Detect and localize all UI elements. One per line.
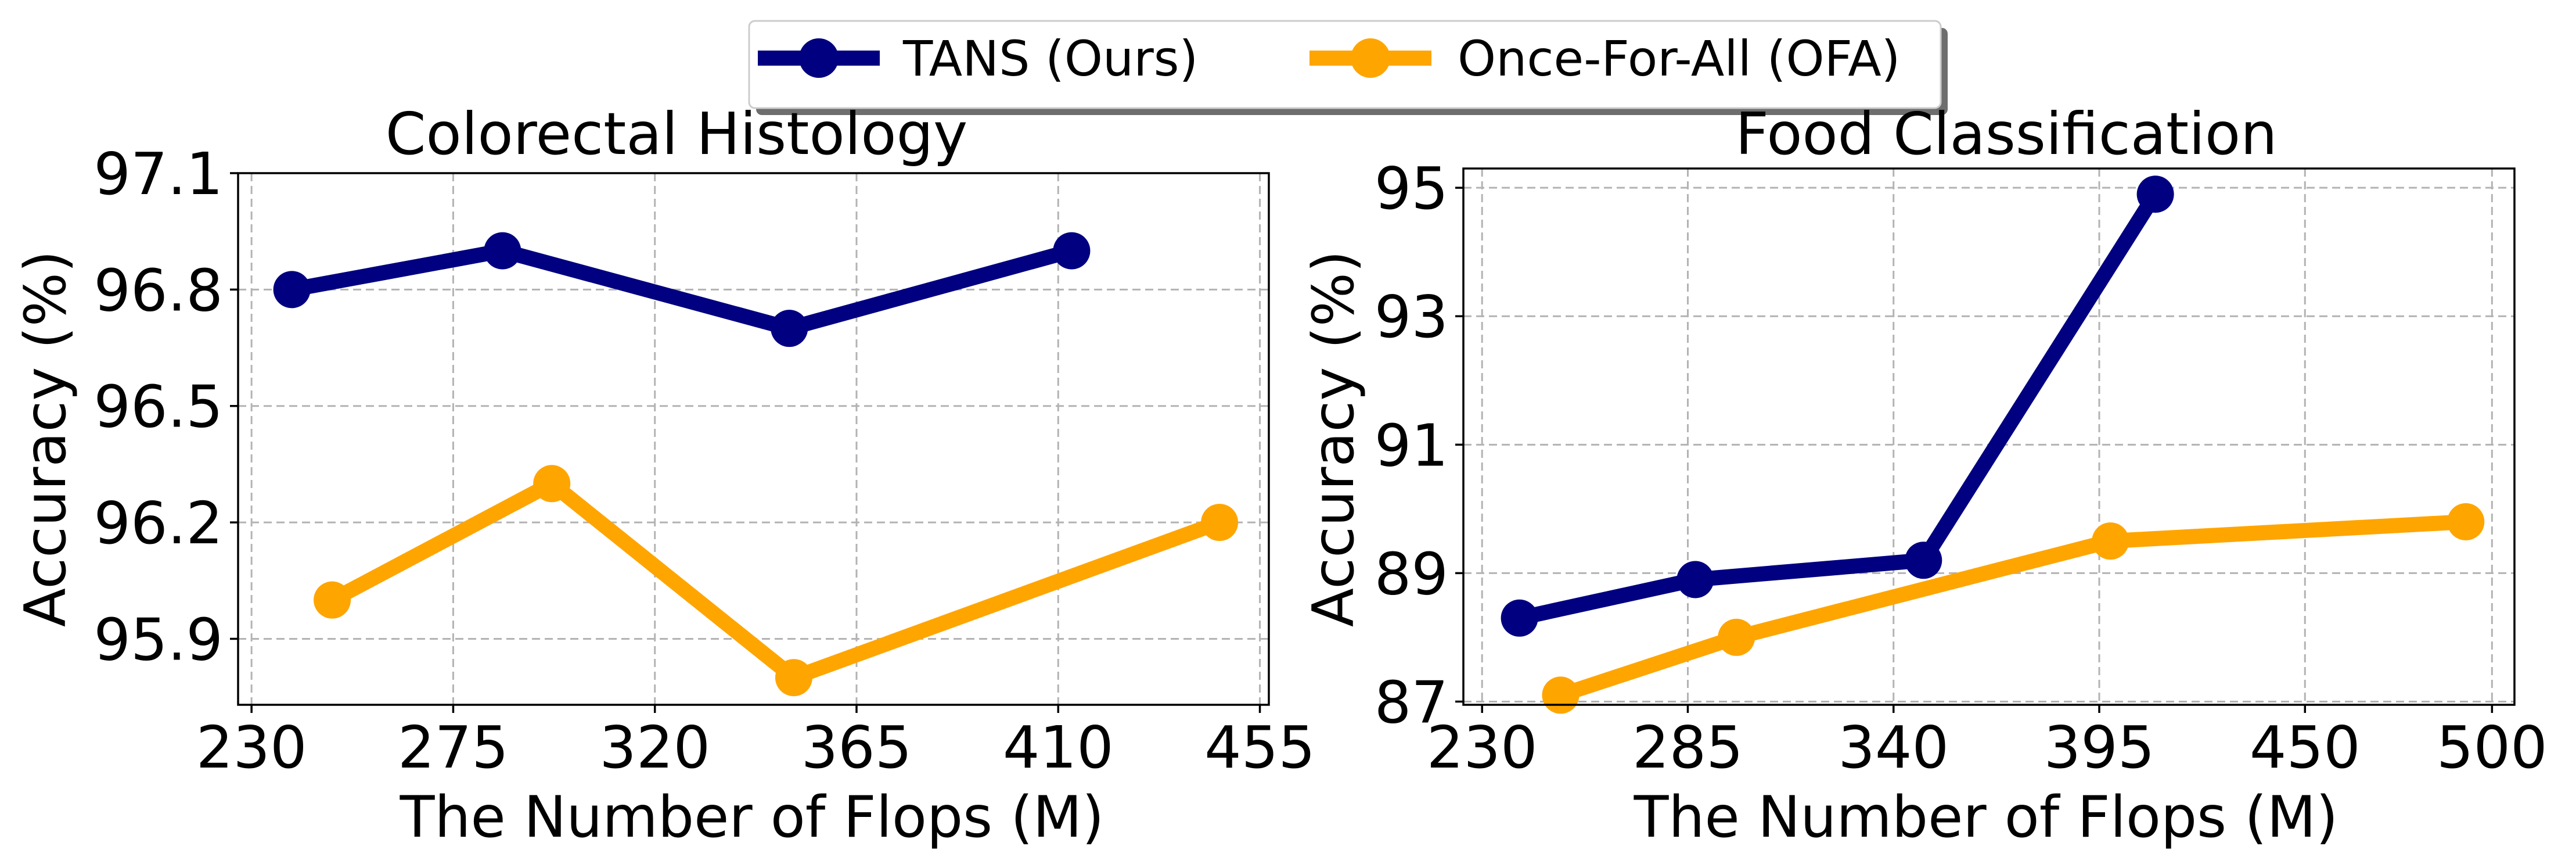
- legend-marker-tans-dot: [799, 38, 839, 78]
- data-point-tans: [2136, 175, 2174, 213]
- data-point-tans: [1053, 232, 1091, 270]
- chart-title-food: Food Classification: [1735, 100, 2277, 168]
- data-point-ofa: [775, 659, 812, 697]
- x-tick-label: 275: [398, 714, 509, 781]
- ticks-colorectal: 230 275 320 365 410 455 95.9 96.2 96.5 96.8 97.1: [93, 140, 1315, 781]
- y-axis-title-food: Accuracy (%): [1301, 250, 1367, 627]
- y-tick-label: 89: [1375, 540, 1448, 608]
- x-tick-label: 410: [1003, 714, 1114, 781]
- legend-marker-ofa-dot: [1351, 38, 1390, 78]
- y-tick-label: 93: [1375, 283, 1448, 351]
- x-tick-label: 395: [2044, 714, 2155, 781]
- series-line-ofa: [328, 476, 1222, 686]
- chart-colorectal-histology: Colorectal Histology 230 275 320 365 410 455 9…: [13, 100, 1315, 851]
- y-tick-label: 96.2: [93, 489, 223, 557]
- grid-food: [1463, 169, 2514, 705]
- data-point-tans: [1676, 561, 1714, 598]
- y-tick-label: 95.9: [93, 605, 223, 673]
- y-tick-label: 97.1: [93, 140, 223, 208]
- x-axis-title-colorectal: The Number of Flops (M): [400, 784, 1104, 851]
- data-point-ofa: [1718, 618, 1755, 656]
- series-food: [1501, 175, 2485, 714]
- x-tick-label: 230: [1427, 714, 1538, 781]
- data-point-ofa: [314, 581, 351, 619]
- y-tick-label: 96.8: [93, 256, 223, 324]
- legend: TANS (Ours) Once-For-All (OFA): [748, 20, 1948, 115]
- y-tick-label: 95: [1375, 155, 1448, 223]
- x-tick-label: 455: [1204, 714, 1315, 781]
- y-tick-label: 91: [1375, 411, 1448, 479]
- series-line-tans: [290, 243, 1074, 336]
- data-point-tans: [771, 310, 808, 347]
- plot-frame-colorectal: [237, 172, 1270, 706]
- data-point-tans: [1905, 542, 1942, 579]
- data-point-ofa: [1201, 504, 1239, 542]
- x-tick-label: 285: [1632, 714, 1743, 781]
- data-point-ofa: [533, 465, 571, 503]
- x-tick-label: 365: [801, 714, 912, 781]
- data-point-ofa: [1542, 676, 1580, 714]
- x-axis-title-food: The Number of Flops (M): [1634, 784, 2338, 851]
- data-point-ofa: [2092, 522, 2129, 560]
- series-line-tans: [1517, 190, 2162, 626]
- data-point-tans: [484, 232, 521, 270]
- ticks-food: 230 285 340 395 450 500 87 89 91 93 95: [1375, 155, 2548, 781]
- y-tick-label: 96.5: [93, 373, 223, 441]
- plot-frame-food: [1462, 167, 2516, 706]
- x-tick-label: 500: [2437, 714, 2548, 781]
- series-colorectal: [273, 232, 1239, 697]
- data-point-ofa: [2447, 503, 2485, 540]
- data-point-tans: [1501, 599, 1538, 637]
- legend-label-tans: TANS (Ours): [902, 30, 1198, 87]
- chart-food-classification: Food Classification 230 285 340 395 450 500 87…: [1301, 100, 2548, 851]
- y-tick-label: 87: [1375, 668, 1448, 736]
- x-tick-label: 450: [2250, 714, 2361, 781]
- chart-title-colorectal: Colorectal Histology: [386, 100, 968, 168]
- x-tick-label: 230: [196, 714, 307, 781]
- grid-colorectal: [238, 172, 1269, 705]
- series-line-ofa: [1558, 514, 2466, 702]
- data-point-tans: [273, 271, 311, 309]
- y-axis-title-colorectal: Accuracy (%): [13, 250, 79, 627]
- x-tick-label: 320: [599, 714, 710, 781]
- x-tick-label: 340: [1838, 714, 1949, 781]
- legend-label-ofa: Once-For-All (OFA): [1458, 30, 1900, 87]
